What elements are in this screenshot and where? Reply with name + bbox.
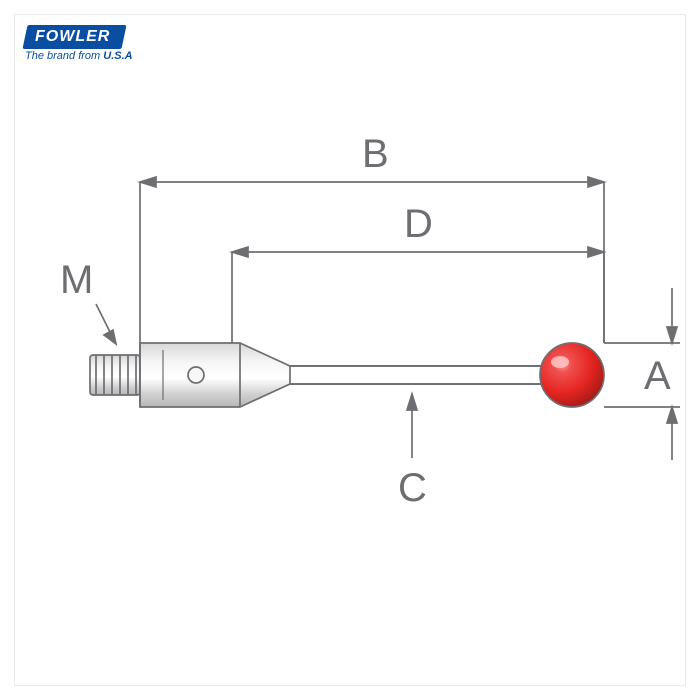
label-a: A [644,354,671,399]
label-m: M [60,258,93,303]
stylus-thread [90,355,140,395]
technical-diagram [0,0,700,700]
dimension-m-leader [96,304,116,344]
dimension-d [232,247,604,343]
stylus-ball [540,343,604,407]
dimension-c-arrow [407,394,417,458]
dimension-b [140,177,604,343]
label-b: B [362,132,389,177]
label-c: C [398,466,427,511]
label-d: D [404,202,433,247]
stylus-stem [290,366,548,384]
